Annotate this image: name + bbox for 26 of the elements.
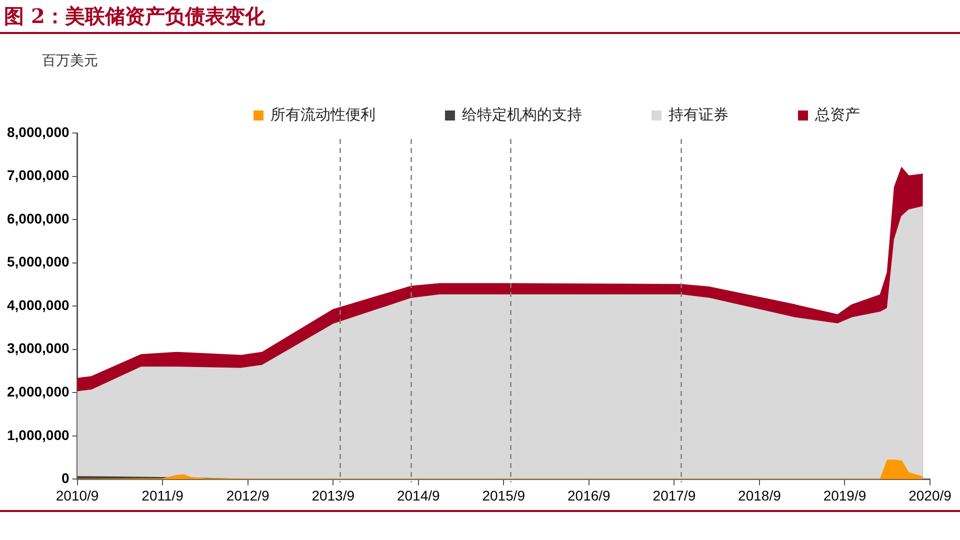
- x-tick-label: 2020/9: [908, 487, 952, 504]
- y-axis-title: 百万美元: [42, 52, 98, 70]
- y-tick-label: 0: [61, 470, 70, 486]
- x-tick-label: 2013/9: [312, 487, 355, 504]
- chart-title: 图 2：美联储资产负债表变化: [4, 3, 265, 30]
- x-tick-label: 2012/9: [226, 487, 270, 504]
- y-tick-label: 2,000,000: [6, 384, 70, 400]
- x-tick-label: 2010/9: [56, 487, 99, 504]
- y-tick-label: 1,000,000: [6, 426, 70, 443]
- x-tick-label: 2011/9: [142, 487, 184, 504]
- x-tick-label: 2014/9: [396, 487, 440, 504]
- y-tick-label: 8,000,000: [6, 124, 70, 140]
- y-tick-label: 3,000,000: [6, 340, 70, 356]
- y-tick-label: 4,000,000: [6, 296, 70, 313]
- legend-label: 所有流动性便利: [270, 105, 376, 124]
- legend-label: 总资产: [814, 105, 860, 124]
- x-tick-label: 2018/9: [738, 487, 782, 504]
- legend-label: 给特定机构的支持: [462, 105, 582, 124]
- x-tick-label: 2019/9: [823, 487, 866, 504]
- x-tick-label: 2015/9: [482, 487, 526, 504]
- y-tick-label: 5,000,000: [6, 254, 70, 270]
- y-tick-label: 6,000,000: [6, 210, 70, 226]
- x-tick-label: 2017/9: [652, 487, 696, 504]
- y-tick-label: 7,000,000: [6, 167, 70, 184]
- x-tick-label: 2016/9: [568, 487, 611, 504]
- legend-label: 持有证券: [668, 105, 728, 124]
